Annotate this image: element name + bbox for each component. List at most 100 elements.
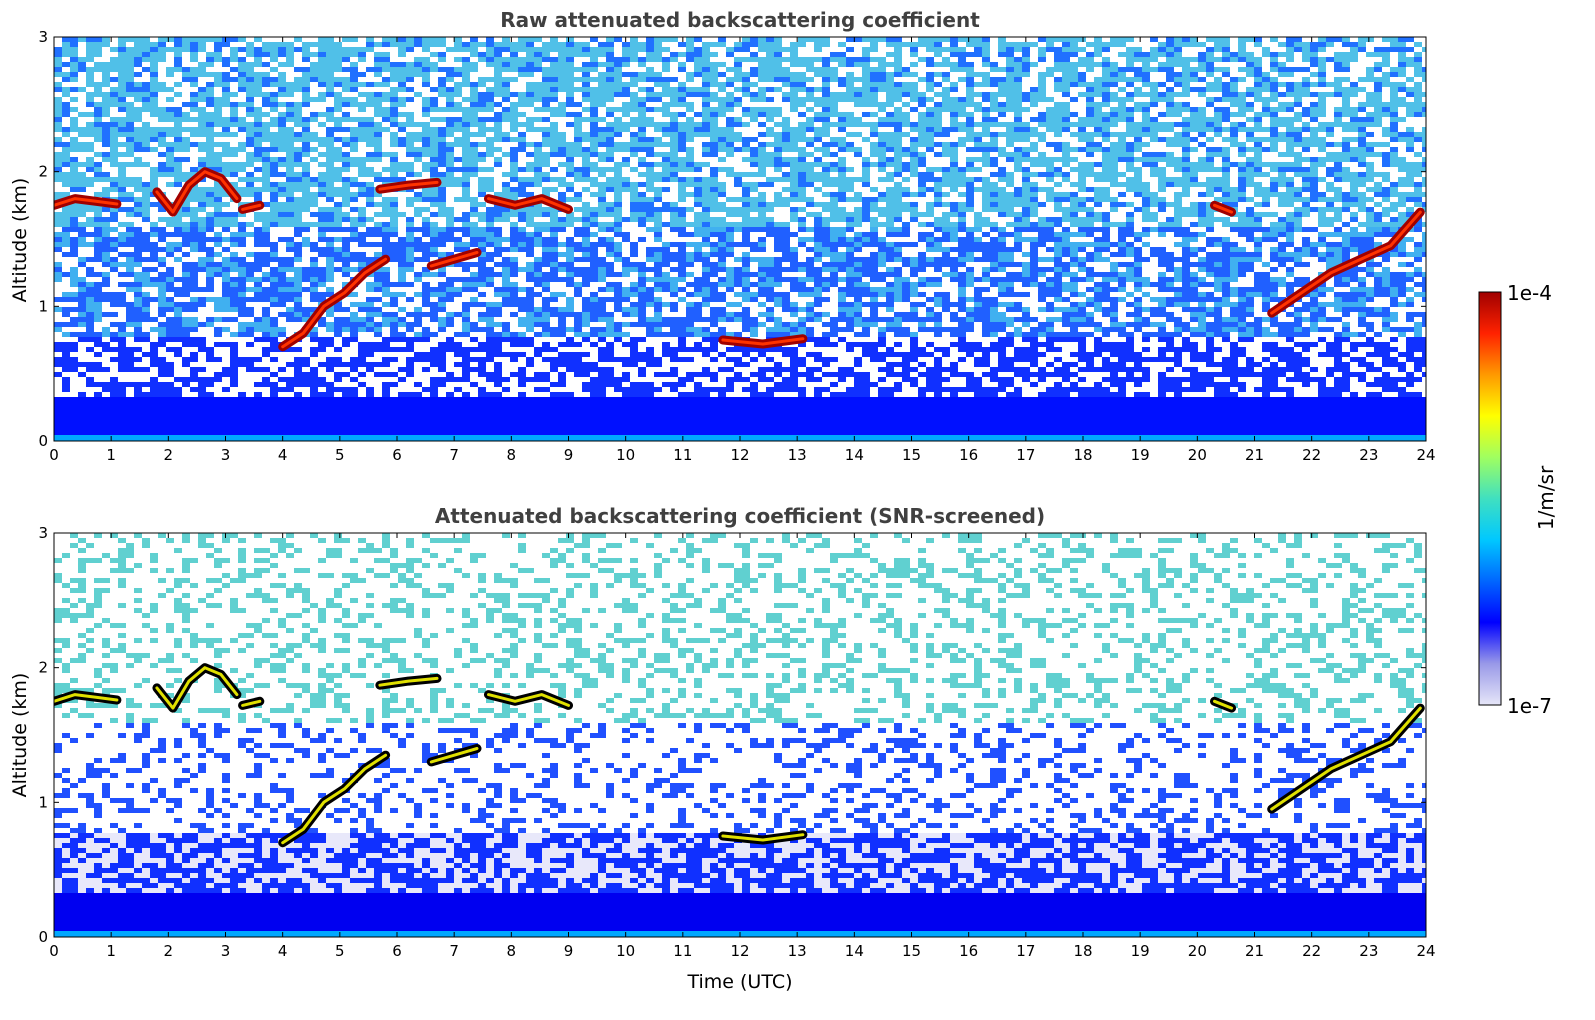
heatmap-cell xyxy=(694,57,702,62)
heatmap-cell xyxy=(982,72,990,77)
heatmap-cell xyxy=(422,172,430,177)
heatmap-cell xyxy=(886,67,894,72)
heatmap-cell xyxy=(414,97,422,102)
heatmap-cell xyxy=(742,112,750,117)
heatmap-cell xyxy=(126,117,134,122)
heatmap-cell xyxy=(342,167,350,172)
heatmap-cell xyxy=(110,182,118,187)
heatmap-cell xyxy=(1214,137,1222,142)
heatmap-cell xyxy=(526,132,534,137)
heatmap-cell xyxy=(686,122,694,127)
heatmap-cell xyxy=(726,47,734,52)
heatmap-cell xyxy=(646,67,654,72)
heatmap-cell xyxy=(214,117,222,122)
heatmap-cell xyxy=(958,177,966,182)
heatmap-cell xyxy=(486,67,494,72)
heatmap-cell xyxy=(446,97,454,102)
heatmap-cell xyxy=(486,162,494,167)
heatmap-cell xyxy=(1254,132,1262,137)
heatmap-cell xyxy=(462,122,470,127)
heatmap-cell xyxy=(638,52,646,57)
heatmap-cell xyxy=(614,127,622,132)
heatmap-cell xyxy=(774,77,782,82)
heatmap-cell xyxy=(1262,177,1270,182)
heatmap-cell xyxy=(1022,67,1030,72)
heatmap-cell xyxy=(1246,137,1254,142)
heatmap-cell xyxy=(606,87,614,92)
heatmap-cell xyxy=(150,117,158,122)
heatmap-cell xyxy=(622,87,630,92)
heatmap-cell xyxy=(494,102,502,107)
heatmap-cell xyxy=(1022,42,1030,47)
heatmap-cell xyxy=(1294,112,1302,117)
heatmap-cell xyxy=(918,57,926,62)
heatmap-cell xyxy=(478,67,486,72)
heatmap-cell xyxy=(1214,162,1222,167)
heatmap-cell xyxy=(1230,77,1238,82)
heatmap-cell xyxy=(478,172,486,177)
heatmap-cell xyxy=(782,87,790,92)
heatmap-cell xyxy=(1158,152,1166,157)
heatmap-cell xyxy=(350,122,358,127)
heatmap-cell xyxy=(926,102,934,107)
heatmap-cell xyxy=(438,87,446,92)
heatmap-cell xyxy=(702,97,710,102)
heatmap-cell xyxy=(838,77,846,82)
heatmap-cell xyxy=(646,137,654,142)
heatmap-cell xyxy=(1214,52,1222,57)
heatmap-cell xyxy=(1382,132,1390,137)
heatmap-cell xyxy=(286,77,294,82)
heatmap-cell xyxy=(1366,67,1374,72)
heatmap-cell xyxy=(318,67,326,72)
heatmap-cell xyxy=(606,157,614,162)
heatmap-cell xyxy=(798,172,806,177)
heatmap-cell xyxy=(614,162,622,167)
heatmap-cell xyxy=(286,142,294,147)
heatmap-cell xyxy=(590,42,598,47)
heatmap-cell xyxy=(838,52,846,57)
heatmap-cell xyxy=(574,47,582,52)
heatmap-cell xyxy=(1350,137,1358,142)
heatmap-cell xyxy=(974,117,982,122)
heatmap-cell xyxy=(974,77,982,82)
heatmap-cell xyxy=(1382,77,1390,82)
heatmap-cell xyxy=(710,122,718,127)
heatmap-cell xyxy=(734,37,742,42)
heatmap-cell xyxy=(534,107,542,112)
heatmap-cell xyxy=(1182,82,1190,87)
heatmap-cell xyxy=(86,137,94,142)
heatmap-cell xyxy=(494,147,502,152)
heatmap-cell xyxy=(654,102,662,107)
heatmap-cell xyxy=(590,82,598,87)
heatmap-cell xyxy=(1182,112,1190,117)
heatmap-cell xyxy=(1174,62,1182,67)
heatmap-cell xyxy=(998,132,1006,137)
heatmap-cell xyxy=(1142,52,1150,57)
heatmap-cell xyxy=(1102,137,1110,142)
heatmap-cell xyxy=(686,37,694,42)
heatmap-cell xyxy=(166,142,174,147)
heatmap-cell xyxy=(1422,152,1426,157)
heatmap-cell xyxy=(1214,152,1222,157)
heatmap-cell xyxy=(614,167,622,172)
heatmap-cell xyxy=(1326,62,1334,67)
heatmap-cell xyxy=(638,107,646,112)
heatmap-cell xyxy=(494,92,502,97)
heatmap-cell xyxy=(102,107,110,112)
heatmap-cell xyxy=(526,152,534,157)
heatmap-cell xyxy=(942,52,950,57)
heatmap-cell xyxy=(894,157,902,162)
heatmap-cell xyxy=(1358,62,1366,67)
heatmap-cell xyxy=(974,157,982,162)
heatmap-cell xyxy=(894,37,902,42)
heatmap-cell xyxy=(558,152,566,157)
heatmap-cell xyxy=(374,177,382,182)
heatmap-cell xyxy=(318,167,326,172)
heatmap-cell xyxy=(1238,117,1246,122)
heatmap-cell xyxy=(366,62,374,67)
heatmap-cell xyxy=(254,37,262,42)
heatmap-cell xyxy=(662,132,670,137)
heatmap-cell xyxy=(878,167,886,172)
heatmap-cell xyxy=(694,92,702,97)
heatmap-cell xyxy=(62,157,70,162)
